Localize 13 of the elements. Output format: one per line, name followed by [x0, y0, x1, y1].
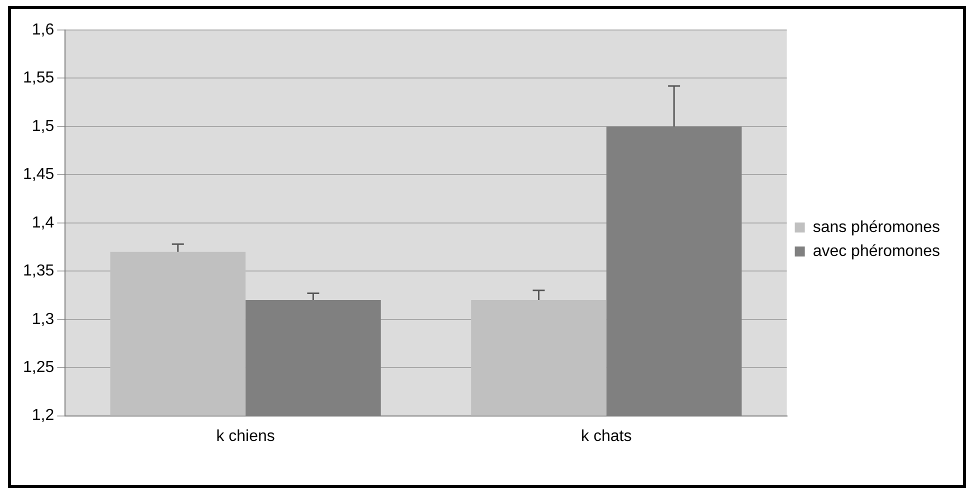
y-tick-label: 1,6	[32, 21, 54, 38]
legend-label: sans phéromones	[812, 218, 940, 236]
y-tick-label: 1,25	[23, 358, 54, 376]
y-tick-label: 1,5	[32, 118, 54, 135]
y-tick-label: 1,4	[32, 214, 54, 232]
y-tick-label: 1,55	[23, 70, 54, 87]
x-tick-label: k chats	[581, 428, 632, 445]
y-tick-label: 1,35	[23, 262, 54, 280]
y-tick-label: 1,2	[32, 407, 54, 424]
x-tick-label: k chiens	[216, 428, 275, 445]
legend-label: avec phéromones	[812, 242, 940, 260]
y-tick-label: 1,3	[32, 310, 54, 328]
y-tick-label: 1,45	[23, 166, 54, 184]
